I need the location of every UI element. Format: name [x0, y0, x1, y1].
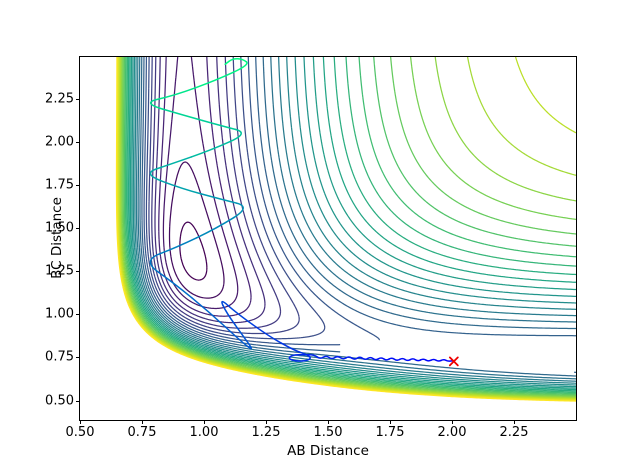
x-tick-mark — [266, 420, 267, 424]
y-tick-mark — [76, 357, 80, 358]
y-tick-label: 0.50 — [45, 393, 74, 409]
y-tick-label: 2.00 — [45, 134, 74, 150]
y-tick-label: 2.25 — [45, 91, 74, 107]
x-tick-mark — [80, 420, 81, 424]
contour-canvas — [80, 57, 576, 420]
x-tick-label: 0.75 — [127, 425, 157, 440]
x-tick-label: 1.25 — [251, 425, 281, 440]
x-tick-mark — [328, 420, 329, 424]
y-tick-mark — [76, 185, 80, 186]
y-tick-label: 1.75 — [45, 177, 74, 193]
y-tick-mark — [76, 228, 80, 229]
y-tick-label: 0.75 — [45, 349, 74, 365]
x-tick-mark — [390, 420, 391, 424]
y-tick-label: 1.25 — [45, 263, 74, 279]
y-tick-mark — [76, 99, 80, 100]
x-axis-label: AB Distance — [287, 443, 369, 459]
y-tick-label: 1.00 — [45, 306, 74, 322]
y-tick-mark — [76, 271, 80, 272]
y-tick-mark — [76, 142, 80, 143]
y-tick-label: 1.50 — [45, 220, 74, 236]
y-tick-mark — [76, 314, 80, 315]
x-tick-label: 2.00 — [437, 425, 467, 440]
x-tick-mark — [452, 420, 453, 424]
y-tick-mark — [76, 401, 80, 402]
plot-area — [79, 56, 577, 421]
x-tick-label: 1.00 — [189, 425, 219, 440]
x-tick-label: 0.50 — [65, 425, 95, 440]
y-axis-label: BC Distance — [49, 197, 65, 279]
x-tick-label: 1.50 — [313, 425, 343, 440]
x-tick-label: 2.25 — [499, 425, 529, 440]
x-tick-label: 1.75 — [375, 425, 405, 440]
x-tick-mark — [514, 420, 515, 424]
x-tick-mark — [142, 420, 143, 424]
x-tick-mark — [204, 420, 205, 424]
